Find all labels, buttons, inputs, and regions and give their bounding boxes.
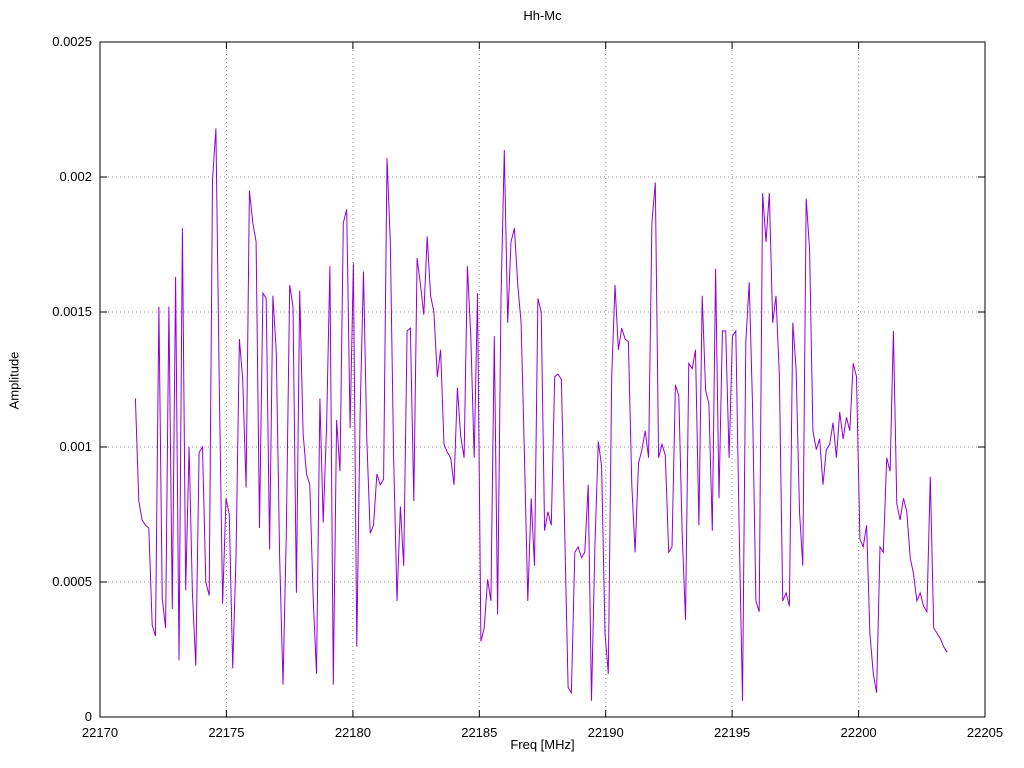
y-tick-label: 0.001 [59, 439, 92, 454]
y-tick-label: 0 [85, 709, 92, 724]
y-axis-label-wrap: Amplitude [0, 0, 28, 760]
x-axis-label: Freq [MHz] [510, 737, 575, 752]
x-tick-label: 22205 [967, 725, 1003, 740]
spectrum-line [134, 128, 948, 701]
x-tick-label: 22185 [461, 725, 497, 740]
x-tick-label: 22190 [588, 725, 624, 740]
y-tick-label: 0.0005 [52, 574, 92, 589]
x-tick-label: 22170 [82, 725, 118, 740]
x-tick-label: 22175 [208, 725, 244, 740]
x-tick-label: 22195 [714, 725, 750, 740]
y-tick-label: 0.0025 [52, 34, 92, 49]
plot-border [99, 41, 986, 718]
chart-title: Hh-Mc [523, 8, 562, 23]
x-tick-label: 22180 [335, 725, 371, 740]
y-axis-label: Amplitude [6, 351, 22, 409]
y-tick-label: 0.0015 [52, 304, 92, 319]
y-tick-label: 0.002 [59, 169, 92, 184]
x-tick-label: 22200 [841, 725, 877, 740]
